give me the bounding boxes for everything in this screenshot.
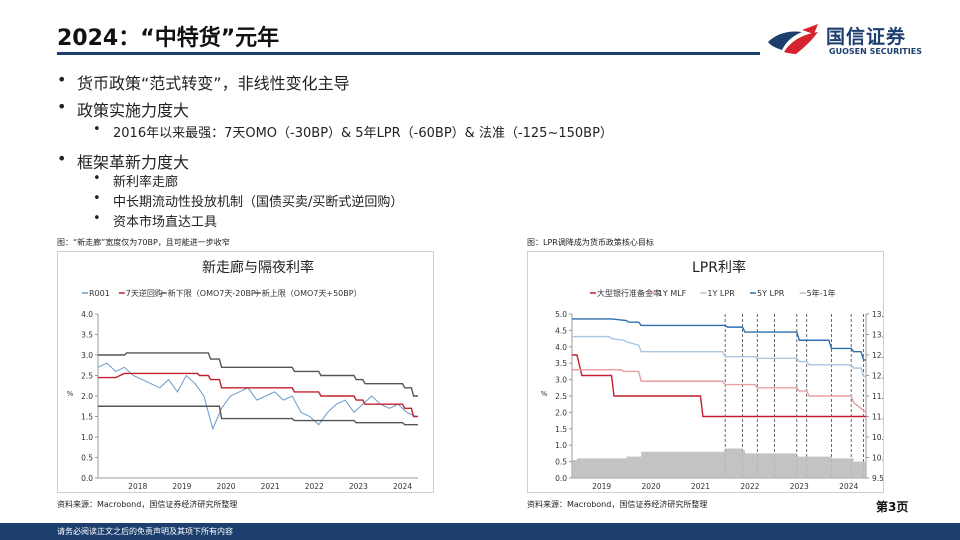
x-tick-label: 2023 — [790, 482, 809, 491]
y-axis-label: % — [67, 390, 74, 398]
y-tick-label: 2.5 — [81, 372, 93, 381]
series-line — [572, 369, 867, 413]
title-underline — [57, 52, 760, 55]
x-tick-label: 2021 — [261, 482, 280, 491]
y2-tick-label: 12.0 — [872, 372, 883, 381]
y-tick-label: 4.0 — [555, 343, 567, 352]
legend-label: 1Y LPR — [707, 289, 735, 298]
series-line — [572, 335, 866, 378]
legend-label: 大型银行准备金率 — [597, 288, 661, 298]
series-line — [98, 405, 418, 426]
page-title: 2024：“中特货”元年 — [57, 26, 280, 51]
chart-title: 新走廊与隔夜利率 — [202, 259, 314, 276]
y-tick-label: 1.5 — [81, 413, 93, 422]
y-tick-label: 1.5 — [555, 425, 567, 434]
x-tick-label: 2021 — [691, 482, 710, 491]
y-tick-label: 3.0 — [555, 376, 567, 385]
sub-bullet-text: 新利率走廊 — [113, 175, 179, 190]
series-area — [572, 448, 866, 478]
sub-bullet-item: • 中长期流动性投放机制（国债买卖/买断式逆回购） — [93, 191, 404, 210]
x-tick-label: 2020 — [216, 482, 235, 491]
series-line — [98, 372, 418, 418]
y-tick-label: 1.0 — [81, 433, 93, 442]
chart-title: LPR利率 — [692, 259, 746, 276]
series-line — [572, 354, 866, 418]
y-axis-label: % — [541, 390, 548, 398]
left-figure-caption: 图：“新走廊”宽度仅为70BP，且可能进一步收窄 — [57, 238, 230, 247]
left-figure-source: 资料来源：Macrobond，国信证券经济研究所整理 — [57, 500, 238, 509]
sub-bullet-text: 中长期流动性投放机制（国债买卖/买断式逆回购） — [113, 195, 404, 210]
y-tick-label: 2.5 — [555, 392, 567, 401]
bullet-item: • 政策实施力度大 — [57, 97, 190, 120]
y2-tick-label: 13.5 — [872, 310, 883, 319]
logo-english-name: GUOSEN SECURITIES — [829, 47, 922, 56]
sub-bullet-text: 资本市场直达工具 — [113, 215, 218, 230]
guosen-logo-icon — [768, 24, 818, 54]
y-tick-label: 0.5 — [81, 454, 93, 463]
sub-bullet-item: • 新利率走廊 — [93, 171, 179, 190]
logo-chinese-name: 国信证券 — [826, 26, 907, 48]
footer-bar — [0, 523, 960, 540]
y2-tick-label: 10.5 — [872, 433, 883, 442]
legend-label: R001 — [89, 289, 110, 298]
x-tick-label: 2024 — [393, 482, 412, 491]
x-tick-label: 2022 — [740, 482, 759, 491]
y-tick-label: 4.5 — [555, 326, 567, 335]
sub-bullet-text: 2016年以来最强：7天OMO（-30BP）& 5年LPR（-60BP）& 法准… — [113, 126, 613, 141]
bullet-text: 货币政策“范式转变”，非线性变化主导 — [77, 74, 350, 93]
y-tick-label: 0.0 — [555, 474, 567, 483]
y-tick-label: 1.0 — [555, 441, 567, 450]
right-figure-caption: 图：LPR调降成为货币政策核心目标 — [527, 238, 654, 247]
legend-label: 5年-1年 — [807, 288, 836, 298]
right-chart-panel: LPR利率大型银行准备金率 1Y MLF 1Y LPR 5Y LPR 5年-1年 0.0 0… — [527, 251, 900, 493]
x-tick-label: 2023 — [349, 482, 368, 491]
legend-label: 7天逆回购 — [126, 288, 163, 298]
bullet-text: 政策实施力度大 — [77, 101, 190, 120]
footer-disclaimer: 请务必阅读正文之后的免责声明及其项下所有内容 — [57, 527, 233, 536]
bullet-item: • 货币政策“范式转变”，非线性变化主导 — [57, 70, 350, 93]
y2-tick-label: 10.0 — [872, 454, 883, 463]
bullet-text: 框架革新力度大 — [77, 153, 190, 172]
left-chart-panel: 新走廊与隔夜利率 R001 7天逆回购 新下限（OMO7天-20BP） 新上限（OMO7… — [57, 251, 434, 493]
series-line — [98, 352, 418, 397]
page-number: 第3页 — [876, 500, 909, 514]
sub-bullet-item: • 资本市场直达工具 — [93, 211, 218, 230]
series-line — [97, 362, 417, 431]
sub-bullet-item: • 2016年以来最强：7天OMO（-30BP）& 5年LPR（-60BP）& 法… — [93, 122, 613, 141]
y2-tick-label: 9.5 — [872, 474, 883, 483]
x-tick-label: 2024 — [839, 482, 858, 491]
y-tick-label: 0.5 — [555, 458, 567, 467]
right-figure-source: 资料来源：Macrobond，国信证券经济研究所整理 — [527, 500, 708, 509]
series-line — [572, 318, 866, 361]
legend-label: 1Y MLF — [658, 289, 687, 298]
corridor-chart: 新走廊与隔夜利率 R001 7天逆回购 新下限（OMO7天-20BP）新上限（OMO7… — [67, 259, 418, 491]
y-tick-label: 3.5 — [81, 331, 93, 340]
x-tick-label: 2019 — [592, 482, 611, 491]
y-tick-label: 3.0 — [81, 351, 93, 360]
y2-tick-label: 11.0 — [872, 413, 883, 422]
y-tick-label: 2.0 — [555, 408, 567, 417]
x-tick-label: 2018 — [128, 482, 147, 491]
legend-label: 5Y LPR — [757, 289, 785, 298]
legend-label: 新上限（OMO7天+50BP） — [262, 288, 362, 298]
y-tick-label: 5.0 — [555, 310, 567, 319]
bullet-item: • 框架革新力度大 — [57, 149, 190, 172]
x-tick-label: 2020 — [642, 482, 661, 491]
y-tick-label: 2.0 — [81, 392, 93, 401]
y-tick-label: 3.5 — [555, 359, 567, 368]
x-tick-label: 2019 — [172, 482, 191, 491]
y2-tick-label: 13.0 — [872, 331, 883, 340]
y2-tick-label: 12.5 — [872, 351, 883, 360]
legend-label: 新下限（OMO7天-20BP） — [168, 288, 264, 298]
y-tick-label: 4.0 — [81, 310, 93, 319]
y-tick-label: 0.0 — [81, 474, 93, 483]
y2-tick-label: 11.5 — [872, 392, 883, 401]
x-tick-label: 2022 — [305, 482, 324, 491]
